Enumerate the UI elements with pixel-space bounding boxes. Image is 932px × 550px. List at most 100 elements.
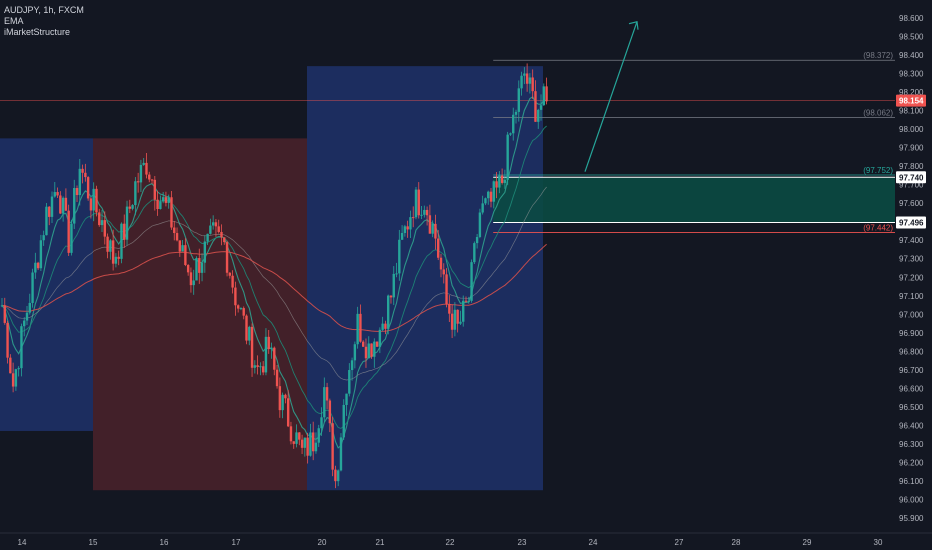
price-tick-label: 96.800 xyxy=(899,347,924,356)
time-tick-label: 24 xyxy=(589,538,598,547)
candle-up xyxy=(478,212,482,238)
market-structure-indicator-label[interactable]: iMarketStructure xyxy=(4,27,71,37)
candle-up xyxy=(73,187,76,224)
ema-indicator-label[interactable]: EMA xyxy=(4,16,24,26)
candle-down xyxy=(286,398,290,427)
candle-down xyxy=(298,432,301,440)
candle-up xyxy=(320,417,323,429)
candle-down xyxy=(261,366,265,373)
price-tick-label: 95.900 xyxy=(899,514,924,523)
time-axis[interactable]: 14 15 16 17 20 21 22 23 24 27 28 29 30 xyxy=(0,532,932,547)
candle-down xyxy=(220,231,223,238)
candle-up xyxy=(100,220,104,226)
candle-down xyxy=(289,426,293,442)
price-axis[interactable]: 95.900 96.000 96.100 96.200 96.300 96.400 96.5… xyxy=(895,0,932,550)
price-tag-label: 97.740 xyxy=(899,173,924,182)
candle-down xyxy=(464,300,468,302)
price-tick-label: 98.600 xyxy=(899,14,924,23)
candle-down xyxy=(439,257,443,270)
candle-down xyxy=(98,212,101,226)
candle-down xyxy=(111,240,115,264)
candle-down xyxy=(214,222,218,227)
candle-down xyxy=(250,326,254,368)
candle-down xyxy=(198,258,201,273)
candle-up xyxy=(323,387,326,418)
candle-up xyxy=(109,240,112,252)
candle-down xyxy=(292,441,295,444)
candle-down xyxy=(153,179,157,200)
candle-up xyxy=(470,262,473,301)
time-tick-label: 29 xyxy=(803,538,812,547)
candle-down xyxy=(278,386,282,411)
price-tick-label: 98.200 xyxy=(899,88,924,97)
candle-down xyxy=(136,181,140,183)
candle-up xyxy=(484,198,487,204)
candle-up xyxy=(161,197,165,202)
time-tick-label: 30 xyxy=(874,538,883,547)
candle-down xyxy=(500,175,504,183)
arrow-head-icon xyxy=(628,20,639,30)
candle-up xyxy=(423,209,426,215)
candle-up xyxy=(211,222,215,226)
candle-up xyxy=(481,203,484,213)
candle-down xyxy=(106,236,109,252)
candle-up xyxy=(467,300,470,302)
candle-up xyxy=(203,241,207,263)
candle-up xyxy=(345,393,348,405)
candle-up xyxy=(34,262,37,273)
price-tag-label-background xyxy=(896,171,926,184)
price-tag-label: 97.496 xyxy=(899,218,924,227)
candle-down xyxy=(325,387,329,401)
symbol-title[interactable]: AUDJPY, 1h, FXCM xyxy=(4,5,84,15)
candle-up xyxy=(523,73,526,76)
candle-down xyxy=(328,400,332,424)
candle-up xyxy=(528,77,532,84)
candle-up xyxy=(398,239,401,274)
ema-long-line xyxy=(1,243,547,332)
candle-down xyxy=(267,336,270,350)
candle-up xyxy=(239,308,243,310)
candle-up xyxy=(517,88,520,112)
candle-down xyxy=(448,304,451,314)
time-tick-label: 23 xyxy=(518,538,527,547)
candle-down xyxy=(223,237,226,243)
ema-slow-line xyxy=(1,186,547,381)
candle-down xyxy=(375,341,379,347)
price-tick-label: 97.900 xyxy=(899,144,924,153)
price-tick-label: 97.400 xyxy=(899,236,924,245)
candle-down xyxy=(245,315,248,341)
candle-down xyxy=(103,220,107,237)
candle-down xyxy=(331,423,334,470)
candle-down xyxy=(256,365,259,367)
candle-up xyxy=(381,323,384,330)
candle-up xyxy=(125,206,129,240)
candle-down xyxy=(186,265,190,273)
candle-down xyxy=(525,73,529,84)
candle-down xyxy=(48,206,51,217)
candle-up xyxy=(487,191,490,199)
arrow-shaft xyxy=(584,21,638,172)
candle-down xyxy=(434,223,437,239)
candle-up xyxy=(264,336,268,373)
candle-up xyxy=(339,437,343,471)
candle-up xyxy=(473,243,476,263)
price-tick-label: 96.500 xyxy=(899,403,924,412)
candle-up xyxy=(350,360,354,371)
candle-up xyxy=(520,75,523,89)
candle-up xyxy=(50,196,54,217)
candle-down xyxy=(234,287,237,306)
candle-down xyxy=(495,181,498,188)
candle-down xyxy=(81,168,84,173)
candle-up xyxy=(92,188,95,211)
candle-down xyxy=(534,91,537,122)
candle-up xyxy=(431,223,434,234)
candle-down xyxy=(6,322,9,358)
candle-down xyxy=(225,242,229,273)
candle-up xyxy=(314,442,318,452)
time-tick-label: 16 xyxy=(160,538,169,547)
candle-down xyxy=(450,313,454,330)
candle-up xyxy=(309,432,312,456)
candle-up xyxy=(270,347,273,350)
candle-up xyxy=(403,226,407,233)
